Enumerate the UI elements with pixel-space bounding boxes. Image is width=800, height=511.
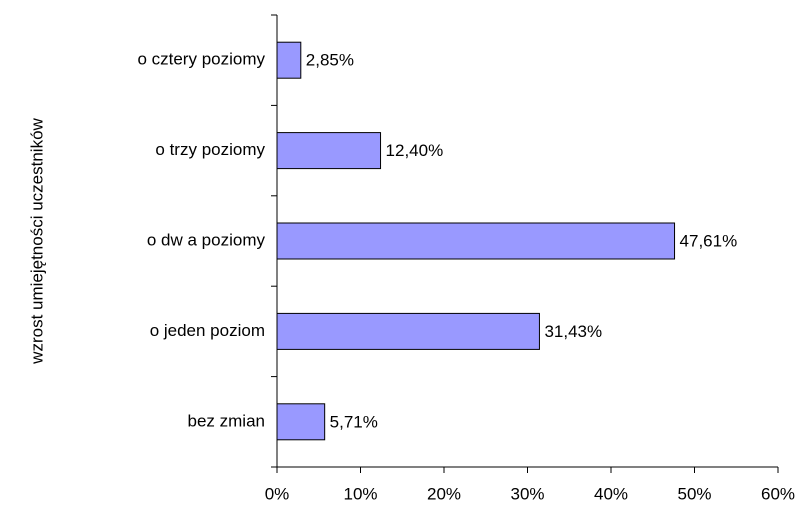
- y-tick-label: o jeden poziom: [150, 321, 265, 340]
- x-tick-label: 0%: [265, 484, 290, 503]
- x-tick-label: 40%: [594, 484, 628, 503]
- bar: [276, 403, 326, 441]
- x-tick-label: 60%: [761, 484, 795, 503]
- value-label: 47,61%: [680, 231, 738, 250]
- bar: [276, 41, 302, 79]
- y-tick-label: o dw a poziomy: [147, 230, 266, 249]
- y-tick-label: o cztery poziomy: [137, 50, 265, 69]
- value-label: 5,71%: [330, 412, 378, 431]
- y-axis-label: wzrost umiejętności uczestników: [27, 117, 46, 364]
- bar: [276, 132, 382, 170]
- value-label: 2,85%: [306, 51, 354, 70]
- value-label: 12,40%: [386, 141, 444, 160]
- bar: [276, 222, 676, 260]
- x-tick-label: 30%: [510, 484, 544, 503]
- x-tick-label: 50%: [677, 484, 711, 503]
- y-tick-label: o trzy poziomy: [155, 140, 265, 159]
- x-tick-label: 10%: [343, 484, 377, 503]
- bar: [276, 312, 540, 350]
- x-tick-label: 20%: [427, 484, 461, 503]
- value-label: 31,43%: [544, 322, 602, 341]
- y-tick-label: bez zmian: [188, 411, 265, 430]
